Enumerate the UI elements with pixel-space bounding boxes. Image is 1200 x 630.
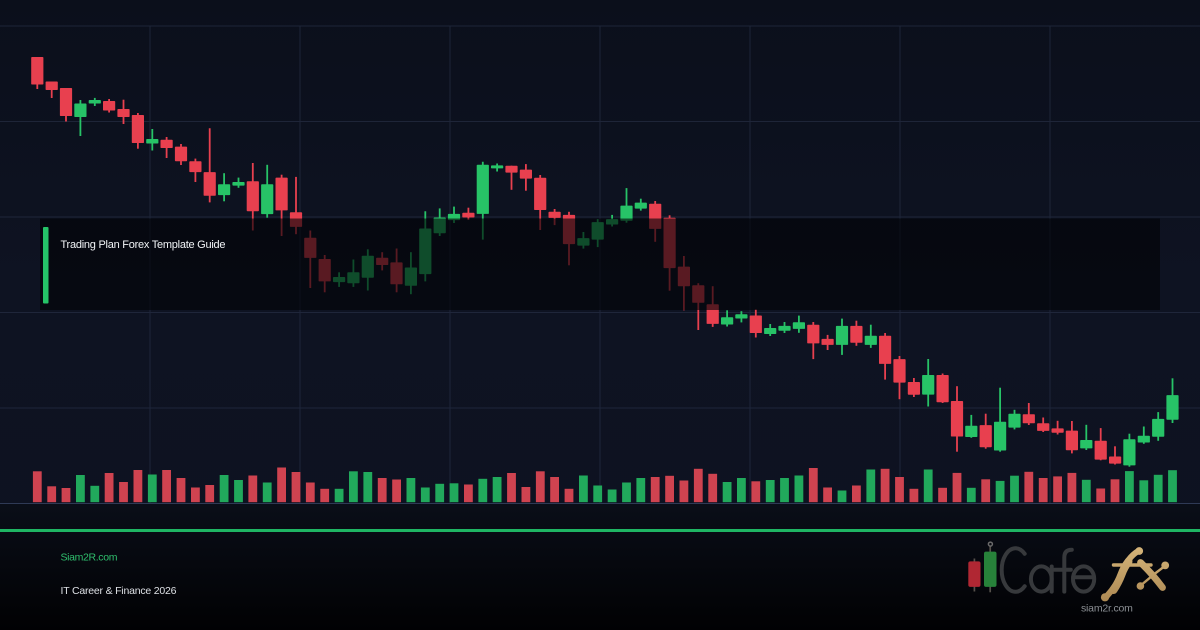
svg-text:Siam2R.com: Siam2R.com [61, 552, 118, 564]
svg-text:siam2r.com: siam2r.com [1081, 603, 1133, 615]
svg-text:IT Career & Finance 2026: IT Career & Finance 2026 [61, 585, 177, 597]
svg-text:Trading Plan Forex Template Gu: Trading Plan Forex Template Guide [61, 239, 226, 251]
